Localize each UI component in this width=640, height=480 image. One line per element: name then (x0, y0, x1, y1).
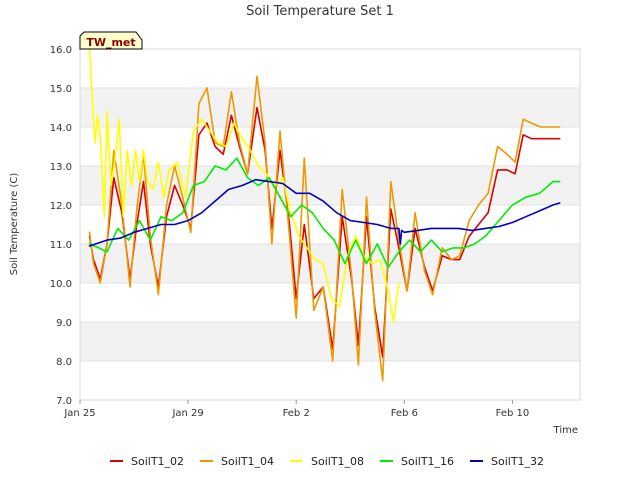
station-badge-label: TW_met (86, 36, 135, 49)
plot-band (80, 166, 580, 205)
x-axis-ticks: Jan 25 Jan 29 Feb 2 Feb 6 Feb 10 (63, 400, 529, 419)
y-tick-label: 7.0 (56, 396, 72, 407)
series-line-soilt1-32 (88, 178, 561, 247)
series-lines (88, 48, 561, 382)
series-line-soilt1-08 (88, 48, 400, 323)
plot-band (80, 244, 580, 283)
y-tick-label: 10.0 (50, 279, 72, 290)
y-tick-label: 16.0 (50, 45, 72, 56)
series-line-soilt1-04 (88, 75, 561, 382)
x-tick-label: Jan 29 (171, 408, 203, 419)
plot-frame (79, 48, 581, 401)
y-tick-label: 12.0 (50, 201, 72, 212)
x-tick-label: Jan 25 (63, 408, 95, 419)
y-tick-label: 15.0 (50, 84, 72, 95)
y-axis-label: Soil Temperature (C) (9, 173, 20, 276)
x-tick-label: Feb 6 (391, 408, 418, 419)
legend-label: SoilT1_08 (311, 455, 364, 468)
chart-title: Soil Temperature Set 1 (246, 4, 394, 19)
y-tick-label: 14.0 (50, 123, 72, 134)
legend-label: SoilT1_02 (131, 455, 184, 468)
plot-band (80, 88, 580, 127)
y-tick-label: 13.0 (50, 162, 72, 173)
legend-label: SoilT1_16 (401, 455, 454, 468)
legend: SoilT1_02 SoilT1_04 SoilT1_08 SoilT1_16 Soil… (110, 455, 544, 468)
series-line-soilt1-16 (88, 157, 561, 269)
x-tick-label: Feb 10 (496, 408, 530, 419)
legend-label: SoilT1_32 (491, 455, 544, 468)
x-axis-label: Time (553, 425, 578, 436)
station-badge: TW_met (79, 31, 143, 50)
x-tick-label: Feb 2 (283, 408, 310, 419)
y-tick-label: 8.0 (56, 357, 72, 368)
y-axis-ticks: 7.0 8.0 9.0 10.0 11.0 12.0 13.0 14.0 15.0 16.0 (50, 45, 72, 407)
y-tick-label: 11.0 (50, 240, 72, 251)
legend-label: SoilT1_04 (221, 455, 274, 468)
y-tick-label: 9.0 (56, 318, 72, 329)
